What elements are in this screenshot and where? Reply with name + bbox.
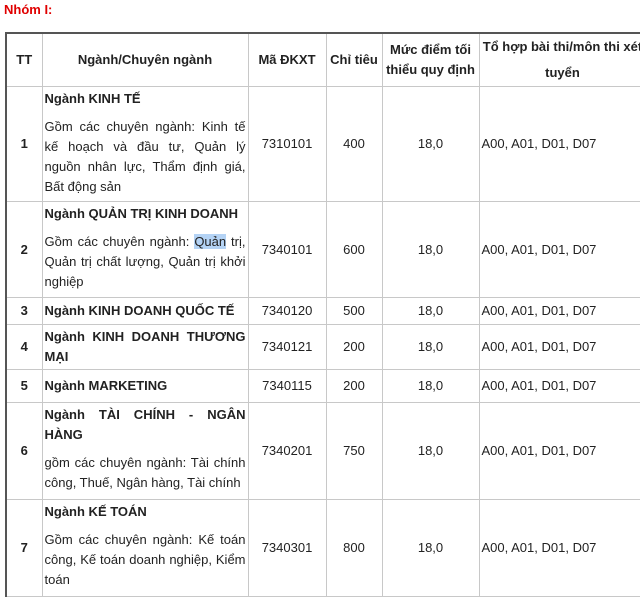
major-name: Ngành KINH DOANH QUỐC TẾ — [44, 303, 235, 318]
major-name: Ngành KINH TẾ — [44, 91, 141, 106]
cell-quota: 500 — [325, 297, 383, 325]
major-name: Ngành QUẢN TRỊ KINH DOANH — [44, 206, 239, 221]
cell-combos: A00, A01, D01, D07 — [478, 369, 640, 403]
cell-major: Ngành KINH DOANH QUỐC TẾ — [41, 297, 249, 325]
cell-tt: 6 — [5, 402, 43, 500]
cell-tt: 3 — [5, 297, 43, 325]
table-row: 7 Ngành KẾ TOÁN Gồm các chuyên ngành: Kế t… — [5, 499, 640, 597]
header-tt: TT — [5, 32, 43, 87]
major-description: Gồm các chuyên ngành: Quản trị, Quản trị… — [45, 232, 246, 292]
major-name: Ngành KINH DOANH THƯƠNG MẠI — [44, 329, 246, 364]
cell-tt: 5 — [5, 369, 43, 403]
cell-tt: 2 — [5, 201, 43, 298]
admission-table: TT Ngành/Chuyên ngành Mã ĐKXT Chỉ tiêu M… — [5, 32, 640, 597]
cell-min-score: 18,0 — [381, 324, 480, 370]
major-description: Gồm các chuyên ngành: Kế toán công, Kế t… — [44, 532, 246, 587]
cell-combos: A00, A01, D01, D07 — [478, 201, 640, 298]
cell-major: Ngành TÀI CHÍNH - NGÂN HÀNG gồm các chuyê… — [41, 402, 249, 500]
major-description: Gồm các chuyên ngành: Kinh tế kế hoạch v… — [44, 119, 246, 194]
cell-min-score: 18,0 — [381, 201, 480, 298]
cell-code: 7340120 — [247, 297, 327, 325]
header-major: Ngành/Chuyên ngành — [41, 32, 249, 87]
cell-tt: 1 — [5, 86, 43, 202]
cell-quota: 800 — [325, 499, 383, 597]
header-row: TT Ngành/Chuyên ngành Mã ĐKXT Chỉ tiêu M… — [5, 32, 640, 87]
cell-combos: A00, A01, D01, D07 — [478, 324, 640, 370]
cell-major: Ngành KINH DOANH THƯƠNG MẠI — [41, 324, 249, 370]
table-row: 5 Ngành MARKETING 7340115 200 18,0 A00, A01, … — [5, 369, 640, 403]
header-min-score: Mức điểm tối thiểu quy định — [381, 32, 480, 87]
cell-code: 7310101 — [247, 86, 327, 202]
cell-min-score: 18,0 — [381, 402, 480, 500]
cell-min-score: 18,0 — [381, 297, 480, 325]
cell-combos: A00, A01, D01, D07 — [478, 499, 640, 597]
header-code: Mã ĐKXT — [247, 32, 327, 87]
cell-code: 7340115 — [247, 369, 327, 403]
cell-combos: A00, A01, D01, D07 — [478, 402, 640, 500]
table-row: 6 Ngành TÀI CHÍNH - NGÂN HÀNG gồm các chuy… — [5, 402, 640, 500]
header-quota: Chỉ tiêu — [325, 32, 383, 87]
desc-text: trị, Quản trị chất lượng, Quản trị khởi … — [44, 234, 246, 289]
table-row: 1 Ngành KINH TẾ Gồm các chuyên ngành: Kinh… — [5, 86, 640, 202]
table-row: 3 Ngành KINH DOANH QUỐC TẾ 7340120 500 18,0 A… — [5, 297, 640, 325]
cell-quota: 200 — [325, 369, 383, 403]
header-combos: Tổ hợp bài thi/môn thi xét tuyển — [478, 32, 640, 87]
major-name: Ngành TÀI CHÍNH - NGÂN HÀNG — [44, 407, 246, 442]
cell-code: 7340301 — [247, 499, 327, 597]
cell-quota: 400 — [325, 86, 383, 202]
cell-major: Ngành QUẢN TRỊ KINH DOANH Gồm các chuyên … — [41, 201, 249, 298]
cell-quota: 600 — [325, 201, 383, 298]
selected-text[interactable]: Quản — [194, 234, 227, 249]
cell-tt: 4 — [5, 324, 43, 370]
cell-min-score: 18,0 — [381, 499, 480, 597]
cell-combos: A00, A01, D01, D07 — [478, 86, 640, 202]
cell-min-score: 18,0 — [381, 369, 480, 403]
major-name: Ngành MARKETING — [44, 378, 168, 393]
desc-text: Gồm các chuyên ngành: — [44, 234, 195, 249]
major-name: Ngành KẾ TOÁN — [44, 504, 147, 519]
cell-quota: 750 — [325, 402, 383, 500]
cell-quota: 200 — [325, 324, 383, 370]
cell-major: Ngành KINH TẾ Gồm các chuyên ngành: Kinh … — [41, 86, 249, 202]
table-row: 2 Ngành QUẢN TRỊ KINH DOANH Gồm các chuyên… — [5, 201, 640, 298]
group-title: Nhóm I: — [4, 2, 53, 17]
cell-major: Ngành KẾ TOÁN Gồm các chuyên ngành: Kế to… — [41, 499, 249, 597]
major-description: gồm các chuyên ngành: Tài chính công, Th… — [44, 455, 246, 490]
cell-code: 7340101 — [247, 201, 327, 298]
cell-major: Ngành MARKETING — [41, 369, 249, 403]
table-row: 4 Ngành KINH DOANH THƯƠNG MẠI 7340121 200 18… — [5, 324, 640, 370]
cell-min-score: 18,0 — [381, 86, 480, 202]
cell-tt: 7 — [5, 499, 43, 597]
cell-code: 7340121 — [247, 324, 327, 370]
cell-combos: A00, A01, D01, D07 — [478, 297, 640, 325]
cell-code: 7340201 — [247, 402, 327, 500]
